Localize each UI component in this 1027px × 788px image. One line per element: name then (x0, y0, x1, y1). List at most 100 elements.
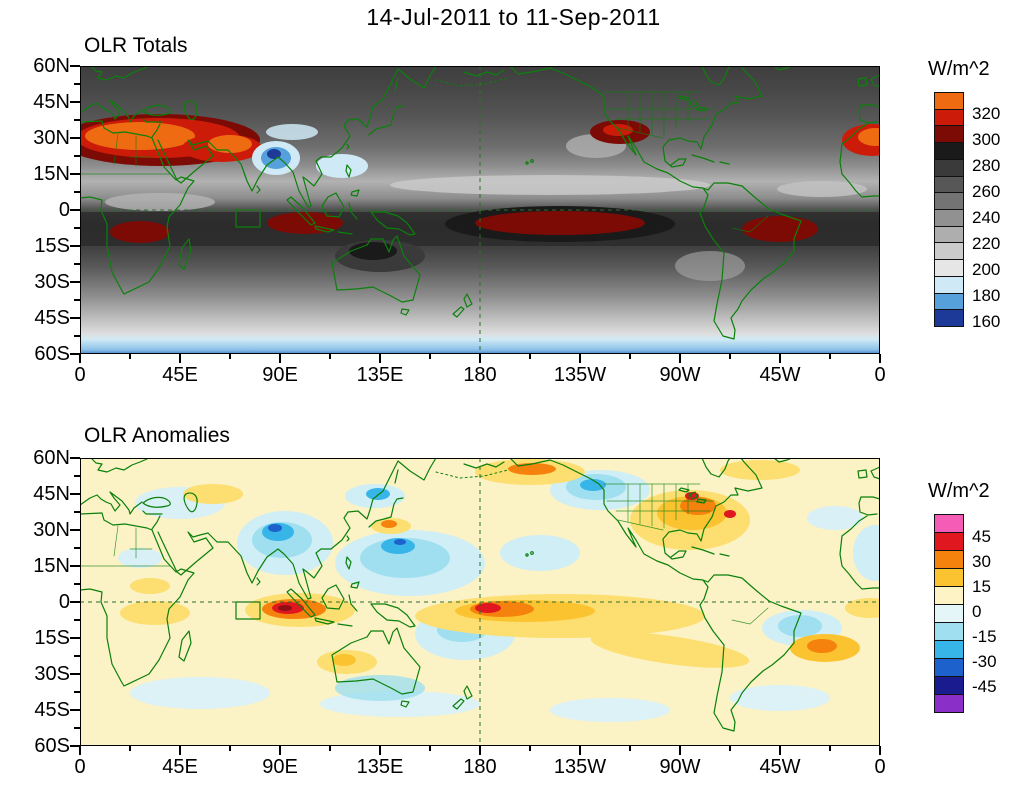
colorbar-segment (934, 158, 964, 177)
lat-axis-minor-tick (74, 475, 80, 477)
lat-axis-tick (70, 101, 80, 103)
colorbar-segment (934, 640, 964, 659)
lat-axis-minor-tick (74, 619, 80, 621)
gridlines (80, 66, 880, 354)
lon-axis-label: 90E (262, 756, 298, 778)
lon-axis-label: 180 (463, 364, 497, 386)
colorbar-segment (934, 242, 964, 261)
colorbar-tick-label: 260 (972, 182, 1001, 201)
colorbar-segment (934, 175, 964, 194)
lat-axis-label: 60N (33, 447, 70, 469)
lon-axis-minor-tick (829, 354, 831, 359)
lat-axis-label: 45N (33, 483, 70, 505)
lon-axis-minor-tick (329, 354, 331, 359)
colorbar-units-label: W/m^2 (928, 58, 990, 80)
lon-axis-tick (779, 746, 781, 755)
lat-axis-minor-tick (74, 655, 80, 657)
colorbar-tick-label: -30 (972, 652, 997, 671)
lon-axis-tick (579, 746, 581, 755)
lat-axis-label: 60S (34, 735, 70, 757)
lat-axis-tick (70, 529, 80, 531)
lon-axis-label: 90W (659, 756, 701, 778)
lat-axis-minor-tick (74, 227, 80, 229)
lon-axis-tick (679, 746, 681, 755)
anomalies-contour-blobs (118, 459, 880, 722)
lon-axis-minor-tick (629, 354, 631, 359)
colorbar-tick-label: 220 (972, 234, 1001, 253)
colorbar-segment (934, 586, 964, 605)
lat-axis-tick (70, 317, 80, 319)
colorbar-segment (934, 532, 964, 551)
lon-axis-label: 90W (659, 364, 701, 386)
lat-axis-tick (70, 353, 80, 355)
lat-axis-tick (70, 457, 80, 459)
lat-axis-label: 30S (34, 663, 70, 685)
colorbar-tick-label: 45 (972, 527, 991, 546)
lat-axis-tick (70, 281, 80, 283)
lat-axis-minor-tick (74, 191, 80, 193)
lon-axis-tick (479, 354, 481, 363)
lat-axis-minor-tick (74, 583, 80, 585)
lon-axis-label: 135E (356, 364, 404, 386)
lon-axis-tick (879, 354, 881, 363)
colorbar-segment (934, 92, 964, 110)
lon-axis-minor-tick (529, 746, 531, 751)
colorbar-tick-label: 160 (972, 312, 1001, 331)
lat-axis-tick (70, 565, 80, 567)
colorbar-segment (934, 604, 964, 623)
lat-axis-tick (70, 173, 80, 175)
lat-axis-label: 30N (33, 519, 70, 541)
lat-axis-label: 15S (34, 627, 70, 649)
lon-axis-tick (179, 354, 181, 363)
colorbar-tick-label: 180 (972, 286, 1001, 305)
lon-axis-label: 45W (759, 756, 801, 778)
colorbar-tick-label: 300 (972, 130, 1001, 149)
colorbar-tick-label: 15 (972, 577, 991, 596)
colorbar-segment (934, 550, 964, 569)
lon-axis-minor-tick (429, 746, 431, 751)
lon-axis-tick (79, 354, 81, 363)
colorbar-segment (934, 658, 964, 677)
lon-axis-tick (279, 354, 281, 363)
lat-axis-label: 0 (58, 199, 70, 221)
colorbar-tick-label: 200 (972, 260, 1001, 279)
lon-axis-tick (579, 354, 581, 363)
lat-axis-minor-tick (74, 83, 80, 85)
lat-axis-minor-tick (74, 511, 80, 513)
lon-axis-label: 90E (262, 364, 298, 386)
lat-axis-tick (70, 745, 80, 747)
lon-axis-label: 0 (74, 364, 86, 386)
olr-anomalies-map (80, 458, 880, 746)
lon-axis-label: 45E (162, 756, 198, 778)
colorbar-segment (934, 192, 964, 210)
lat-axis-minor-tick (74, 547, 80, 549)
lon-axis-tick (679, 354, 681, 363)
colorbar-segment (934, 125, 964, 144)
lon-axis-tick (779, 354, 781, 363)
lat-axis-tick (70, 245, 80, 247)
lat-axis-tick (70, 601, 80, 603)
lat-axis-label: 30N (33, 127, 70, 149)
lat-axis-label: 45S (34, 307, 70, 329)
colorbar-segment (934, 259, 964, 277)
lon-axis-label: 135W (553, 364, 607, 386)
colorbar-segment (934, 275, 964, 294)
lon-axis-label: 45E (162, 364, 198, 386)
colorbar-segment (934, 514, 964, 533)
lon-axis-tick (379, 746, 381, 755)
gridlines (80, 458, 880, 746)
lon-axis-minor-tick (129, 354, 131, 359)
lon-axis-label: 45W (759, 364, 801, 386)
lon-axis-label: 135W (553, 756, 607, 778)
lon-axis-tick (379, 354, 381, 363)
lon-axis-tick (179, 746, 181, 755)
colorbar-units-label: W/m^2 (928, 480, 990, 502)
lat-axis-minor-tick (74, 155, 80, 157)
map-frame (80, 66, 880, 354)
olr-totals-map (80, 66, 880, 354)
colorbar-tick-label: 30 (972, 552, 991, 571)
colorbar-segment (934, 209, 964, 227)
panel-title-olr-anomalies: OLR Anomalies (84, 424, 230, 447)
lon-axis-tick (879, 746, 881, 755)
